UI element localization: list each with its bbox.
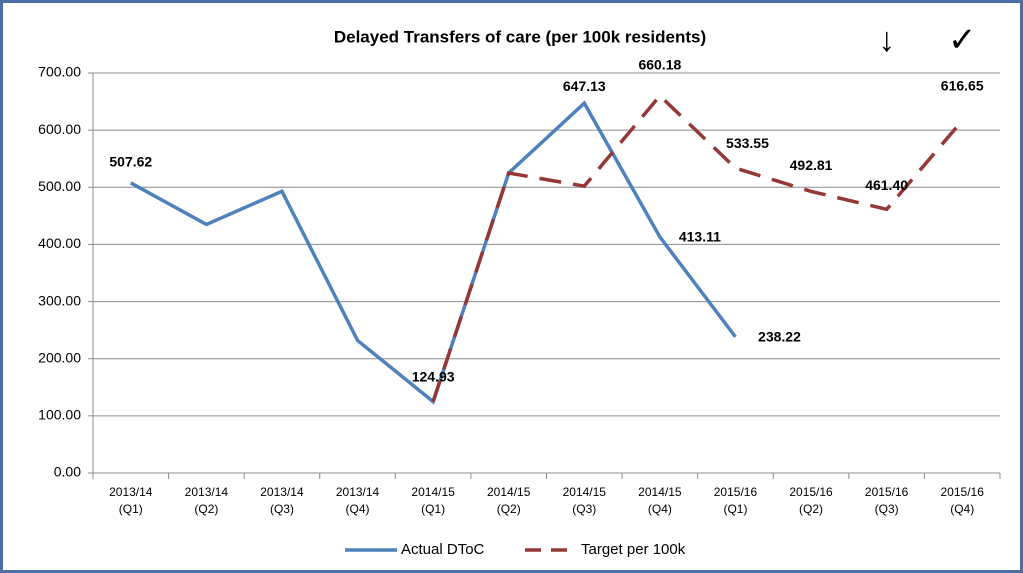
- data-label: 492.81: [790, 157, 833, 173]
- y-tick-label: 600.00: [38, 121, 81, 137]
- y-tick-label: 500.00: [38, 178, 81, 194]
- x-tick-label: 2015/16: [865, 485, 909, 499]
- annotation: ✓: [948, 21, 977, 59]
- data-label: 461.40: [865, 177, 908, 193]
- data-label: 616.65: [941, 77, 984, 93]
- x-tick-label: (Q4): [346, 502, 370, 516]
- y-tick-label: 200.00: [38, 349, 81, 365]
- x-tick-label: 2015/16: [714, 485, 758, 499]
- data-label: 647.13: [563, 78, 606, 94]
- data-label: 238.22: [758, 329, 801, 345]
- x-tick-label: 2014/15: [487, 485, 531, 499]
- x-tick-label: 2013/14: [185, 485, 229, 499]
- data-label: 413.11: [679, 229, 721, 245]
- y-tick-label: 700.00: [38, 64, 81, 80]
- legend-label: Actual DToC: [401, 541, 485, 558]
- x-tick-label: 2015/16: [789, 485, 833, 499]
- x-tick-label: 2014/15: [638, 485, 682, 499]
- x-tick-label: 2015/16: [941, 485, 985, 499]
- y-tick-label: 100.00: [38, 407, 81, 423]
- x-tick-label: (Q2): [194, 502, 218, 516]
- y-tick-label: 0.00: [54, 464, 81, 480]
- x-tick-label: (Q2): [799, 502, 823, 516]
- x-tick-label: (Q3): [270, 502, 294, 516]
- annotation: ↓: [878, 21, 895, 59]
- x-tick-label: (Q4): [648, 502, 672, 516]
- x-tick-label: (Q3): [875, 502, 899, 516]
- x-tick-label: (Q1): [723, 502, 747, 516]
- x-tick-label: (Q1): [119, 502, 143, 516]
- x-tick-label: 2014/15: [563, 485, 607, 499]
- x-tick-label: 2013/14: [336, 485, 380, 499]
- x-tick-label: 2013/14: [109, 485, 153, 499]
- series-line: [431, 93, 964, 403]
- chart-title: Delayed Transfers of care (per 100k resi…: [334, 27, 706, 46]
- x-tick-label: (Q2): [497, 502, 521, 516]
- x-tick-label: (Q3): [572, 502, 596, 516]
- data-label: 533.55: [726, 135, 769, 151]
- x-tick-label: (Q1): [421, 502, 445, 516]
- x-tick-label: (Q4): [950, 502, 974, 516]
- legend-label: Target per 100k: [581, 541, 686, 558]
- y-tick-label: 400.00: [38, 235, 81, 251]
- x-tick-label: 2014/15: [411, 485, 455, 499]
- x-tick-label: 2013/14: [260, 485, 304, 499]
- y-tick-label: 300.00: [38, 292, 81, 308]
- data-label: 124.93: [412, 368, 455, 384]
- data-label: 660.18: [638, 56, 681, 72]
- data-label: 507.62: [109, 154, 152, 170]
